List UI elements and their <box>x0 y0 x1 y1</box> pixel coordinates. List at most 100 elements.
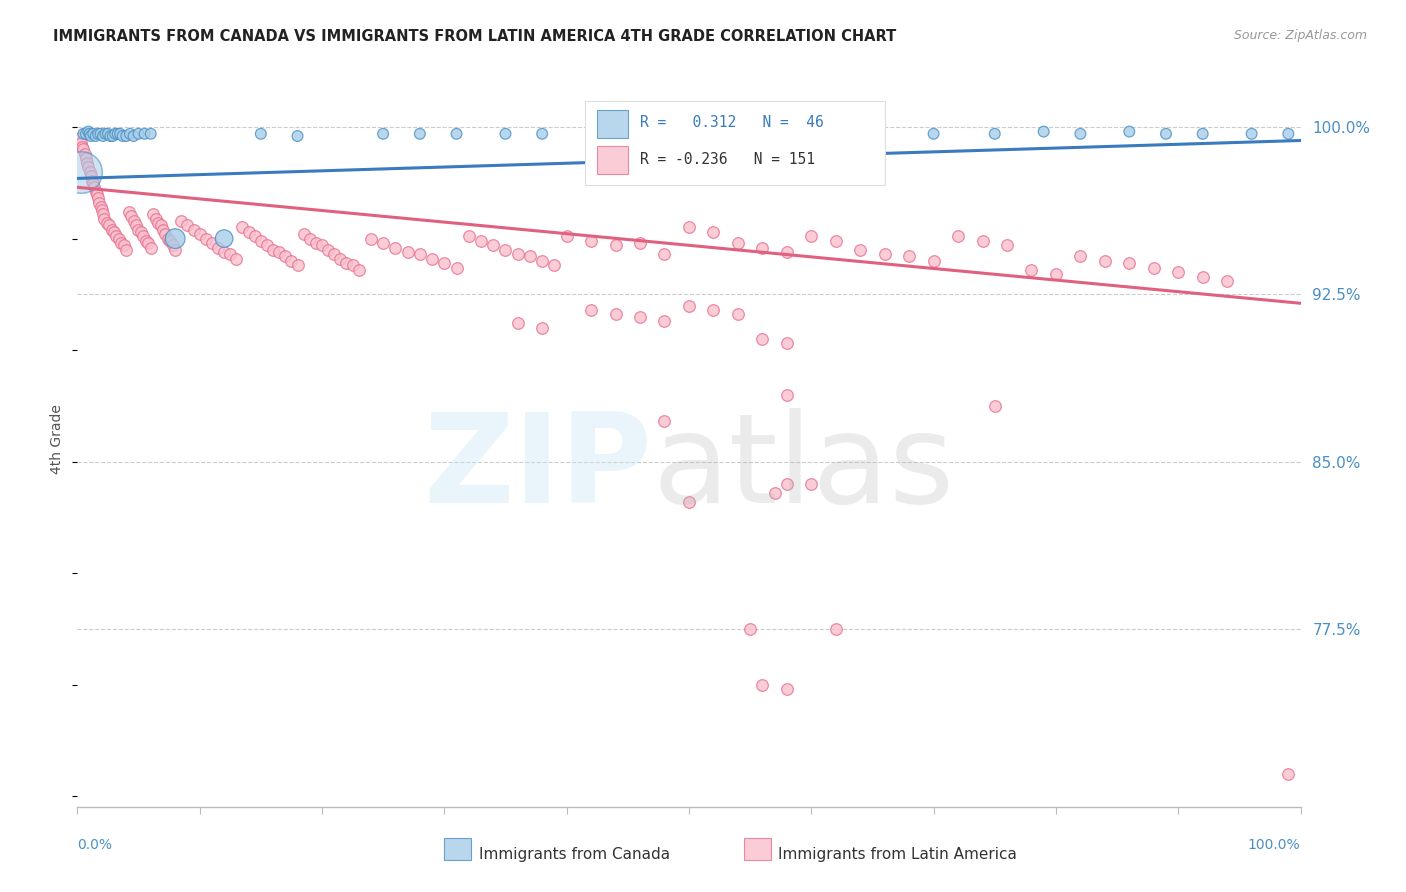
Point <box>555 229 578 244</box>
Point <box>824 234 846 248</box>
Y-axis label: 4th Grade: 4th Grade <box>51 404 65 475</box>
Point <box>82 176 104 190</box>
Point <box>77 160 100 174</box>
Point <box>628 310 651 324</box>
Point <box>111 128 134 143</box>
Point <box>972 234 994 248</box>
Point <box>800 476 823 491</box>
Point <box>139 127 162 141</box>
Text: 0.0%: 0.0% <box>77 838 112 852</box>
Point <box>946 229 969 244</box>
Point <box>80 169 103 183</box>
Point <box>654 247 676 261</box>
Point <box>1094 253 1116 268</box>
Text: ZIP: ZIP <box>423 409 652 529</box>
Text: Source: ZipAtlas.com: Source: ZipAtlas.com <box>1233 29 1367 42</box>
Point <box>862 127 884 141</box>
Point <box>800 229 823 244</box>
Point <box>219 247 242 261</box>
Point <box>125 218 148 232</box>
Bar <box>598 146 628 175</box>
Point <box>409 127 432 141</box>
Point <box>225 252 247 266</box>
Point <box>446 127 468 141</box>
Point <box>727 307 749 321</box>
Point <box>70 136 93 150</box>
Point <box>80 128 103 143</box>
Point <box>531 320 554 334</box>
Point <box>90 202 112 217</box>
Point <box>335 256 357 270</box>
Point <box>70 140 93 154</box>
Point <box>183 222 205 236</box>
Point <box>77 124 100 138</box>
Point <box>873 247 896 261</box>
Point <box>188 227 211 241</box>
Point <box>824 622 846 636</box>
Point <box>776 336 799 351</box>
Point <box>231 220 253 235</box>
Point <box>135 234 157 248</box>
Point <box>409 247 432 261</box>
Point <box>1069 249 1091 263</box>
Text: 100.0%: 100.0% <box>1249 838 1301 852</box>
Point <box>103 225 125 239</box>
Point <box>84 128 107 143</box>
Point <box>212 244 235 259</box>
Point <box>100 222 122 236</box>
Point <box>79 164 101 178</box>
Point <box>1154 127 1177 141</box>
Point <box>93 211 115 226</box>
Point <box>506 316 529 330</box>
Point <box>1240 127 1263 141</box>
Point <box>470 234 492 248</box>
Point <box>702 225 724 239</box>
Point <box>201 235 224 250</box>
Point <box>898 249 921 263</box>
Point <box>76 155 98 169</box>
Point <box>73 146 96 161</box>
Point <box>654 414 676 428</box>
Point <box>118 127 141 141</box>
Point <box>165 243 187 257</box>
Point <box>776 244 799 259</box>
Point <box>83 180 105 194</box>
Point <box>176 218 198 232</box>
Point <box>1118 124 1140 138</box>
Point <box>1277 766 1299 781</box>
Point <box>482 238 505 252</box>
Point <box>371 235 394 250</box>
Point <box>579 302 602 317</box>
Point <box>751 332 773 346</box>
Bar <box>444 838 471 860</box>
Point <box>1143 260 1166 275</box>
Point <box>134 127 156 141</box>
Point <box>298 231 321 245</box>
Point <box>89 195 111 210</box>
Point <box>79 127 101 141</box>
Point <box>108 127 131 141</box>
Point <box>97 127 120 141</box>
Point <box>751 677 773 691</box>
Point <box>91 128 114 143</box>
Point <box>984 399 1007 413</box>
Point <box>776 387 799 401</box>
Text: IMMIGRANTS FROM CANADA VS IMMIGRANTS FROM LATIN AMERICA 4TH GRADE CORRELATION CH: IMMIGRANTS FROM CANADA VS IMMIGRANTS FRO… <box>53 29 897 44</box>
Point <box>87 127 110 141</box>
Point <box>922 127 945 141</box>
Point <box>127 127 149 141</box>
Point <box>849 243 872 257</box>
Point <box>396 244 419 259</box>
Point <box>531 253 554 268</box>
Point <box>446 260 468 275</box>
Point <box>311 238 333 252</box>
Point <box>519 249 541 263</box>
Point <box>506 247 529 261</box>
Point <box>165 231 187 245</box>
Bar <box>598 110 628 137</box>
Point <box>96 216 118 230</box>
Point <box>287 128 309 143</box>
Point <box>75 127 97 141</box>
Text: Immigrants from Latin America: Immigrants from Latin America <box>779 847 1017 862</box>
Point <box>740 622 762 636</box>
